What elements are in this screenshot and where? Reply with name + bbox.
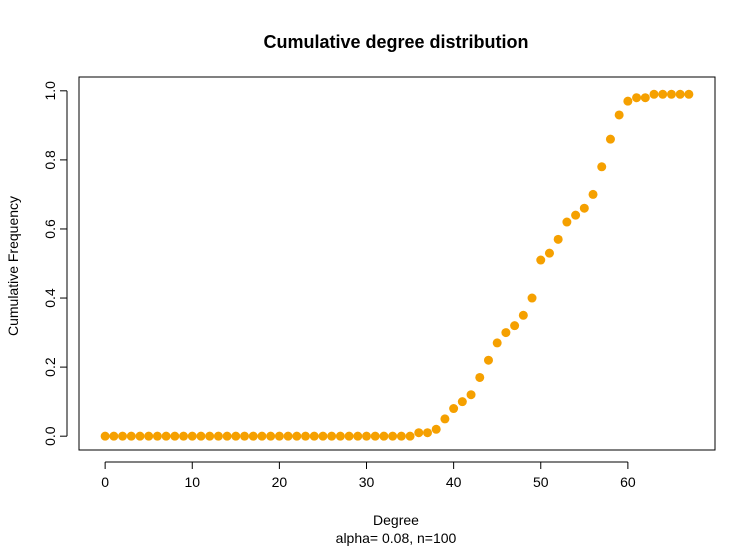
data-point [414, 428, 424, 438]
data-point [544, 248, 554, 258]
x-tick-label: 10 [184, 474, 200, 490]
data-point [301, 431, 311, 441]
data-point [109, 431, 119, 441]
data-point [614, 110, 624, 120]
data-point [405, 431, 415, 441]
data-point [562, 217, 572, 227]
y-tick-label: 0.8 [42, 150, 58, 170]
data-point [684, 89, 694, 99]
data-point [623, 96, 633, 106]
data-point [605, 134, 615, 144]
data-point [422, 428, 432, 438]
data-point [283, 431, 293, 441]
plot-frame [78, 76, 716, 451]
data-point [240, 431, 250, 441]
y-tick-label: 0.4 [42, 288, 58, 308]
data-point [640, 93, 650, 103]
chart-title: Cumulative degree distribution [263, 32, 528, 52]
data-point [440, 414, 450, 424]
y-tick-label: 0.6 [42, 219, 58, 239]
data-point [518, 310, 528, 320]
data-points [100, 89, 694, 441]
x-tick-label: 40 [446, 474, 462, 490]
y-tick-label: 0.2 [42, 357, 58, 377]
data-point [457, 397, 467, 407]
data-point [318, 431, 328, 441]
data-point [510, 321, 520, 331]
data-point [483, 355, 493, 365]
data-point [449, 404, 459, 414]
data-point [144, 431, 154, 441]
data-point [649, 89, 659, 99]
data-point [475, 372, 485, 382]
data-point [213, 431, 223, 441]
data-point [327, 431, 337, 441]
data-point [492, 338, 502, 348]
data-point [179, 431, 189, 441]
data-point [161, 431, 171, 441]
data-point [248, 431, 258, 441]
data-point [135, 431, 145, 441]
x-tick-label: 20 [272, 474, 288, 490]
y-tick-label: 0.0 [42, 426, 58, 446]
data-point [579, 203, 589, 213]
data-point [388, 431, 398, 441]
data-point [466, 390, 476, 400]
x-tick-label: 60 [620, 474, 636, 490]
x-axis-subtitle: alpha= 0.08, n=100 [336, 530, 457, 546]
data-point [152, 431, 162, 441]
data-point [196, 431, 206, 441]
data-point [274, 431, 284, 441]
data-point [588, 189, 598, 199]
data-point [666, 89, 676, 99]
data-point [335, 431, 345, 441]
data-point [205, 431, 215, 441]
data-point [353, 431, 363, 441]
data-point [553, 234, 563, 244]
x-tick-label: 0 [101, 474, 109, 490]
data-point [118, 431, 128, 441]
y-axis: 0.0 0.2 0.4 0.6 0.8 1.0 [42, 81, 68, 446]
data-point [370, 431, 380, 441]
data-point [309, 431, 319, 441]
x-tick-label: 30 [359, 474, 375, 490]
y-tick-label: 1.0 [42, 81, 58, 101]
data-point [632, 93, 642, 103]
data-point [431, 424, 441, 434]
data-point [396, 431, 406, 441]
data-point [571, 210, 581, 220]
data-point [292, 431, 302, 441]
data-point [257, 431, 267, 441]
data-point [126, 431, 136, 441]
data-point [501, 328, 511, 338]
data-point [231, 431, 241, 441]
data-point [100, 431, 110, 441]
data-point [344, 431, 354, 441]
data-point [597, 162, 607, 172]
data-point [170, 431, 180, 441]
data-point [266, 431, 276, 441]
data-point [675, 89, 685, 99]
data-point [187, 431, 197, 441]
x-axis: 0 10 20 30 40 50 60 [101, 461, 636, 490]
y-axis-label: Cumulative Frequency [5, 196, 21, 336]
data-point [222, 431, 232, 441]
x-axis-label: Degree [373, 512, 419, 528]
data-point [536, 255, 546, 265]
data-point [379, 431, 389, 441]
data-point [527, 293, 537, 303]
data-point [362, 431, 372, 441]
x-tick-label: 50 [533, 474, 549, 490]
data-point [658, 89, 668, 99]
